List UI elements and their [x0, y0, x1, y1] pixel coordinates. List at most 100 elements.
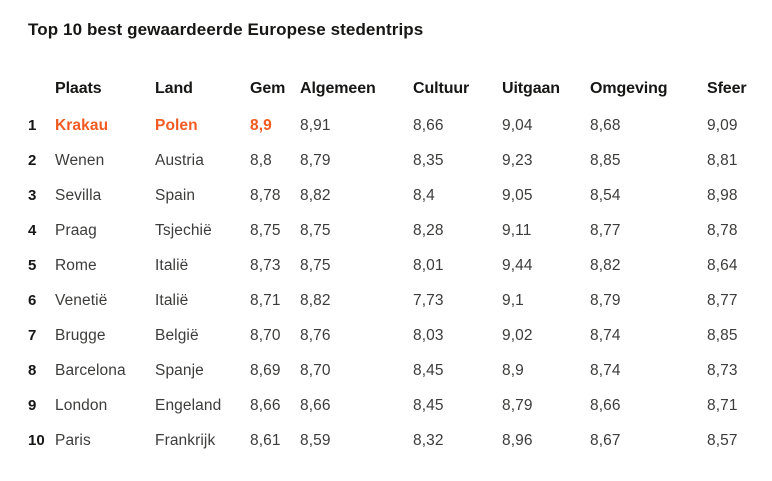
score-algemeen-cell: 8,76	[300, 326, 331, 344]
score-cultuur-cell: 8,4	[413, 186, 435, 204]
score-cultuur-cell: 8,32	[413, 431, 444, 449]
score-sfeer-cell: 8,78	[707, 221, 738, 239]
country-cell: Tsjechië	[155, 221, 212, 239]
score-cultuur-cell: 8,45	[413, 361, 444, 379]
table-row: 10 Paris Frankrijk 8,61 8,59 8,32 8,96 8…	[28, 423, 760, 458]
table-header-row: Plaats Land Gem Algemeen Cultuur Uitgaan…	[28, 66, 760, 108]
table-row: 6 Venetië Italië 8,71 8,82 7,73 9,1 8,79…	[28, 283, 760, 318]
city-cell: Wenen	[55, 151, 105, 169]
rank-cell: 8	[28, 362, 37, 379]
table-row: 8 Barcelona Spanje 8,69 8,70 8,45 8,9 8,…	[28, 353, 760, 388]
col-header-algemeen: Algemeen	[300, 80, 376, 97]
score-sfeer-cell: 8,81	[707, 151, 738, 169]
country-cell: Italië	[155, 291, 189, 309]
score-uitgaan-cell: 9,11	[502, 221, 532, 239]
score-uitgaan-cell: 9,02	[502, 326, 533, 344]
score-uitgaan-cell: 8,79	[502, 396, 533, 414]
col-header-omgeving: Omgeving	[590, 80, 668, 97]
country-cell: Austria	[155, 151, 204, 169]
country-cell: Spain	[155, 186, 196, 204]
score-cultuur-cell: 8,01	[413, 256, 444, 274]
score-sfeer-cell: 8,85	[707, 326, 738, 344]
score-sfeer-cell: 8,73	[707, 361, 738, 379]
score-omgeving-cell: 8,82	[590, 256, 621, 274]
score-algemeen-cell: 8,70	[300, 361, 331, 379]
table-body: 1 Krakau Polen 8,9 8,91 8,66 9,04 8,68 9…	[28, 108, 760, 458]
score-omgeving-cell: 8,79	[590, 291, 621, 309]
score-gem-cell: 8,8	[250, 151, 272, 169]
score-cultuur-cell: 8,45	[413, 396, 444, 414]
score-gem-cell: 8,70	[250, 326, 281, 344]
score-sfeer-cell: 8,64	[707, 256, 738, 274]
score-omgeving-cell: 8,74	[590, 326, 621, 344]
score-omgeving-cell: 8,68	[590, 116, 621, 134]
score-uitgaan-cell: 9,05	[502, 186, 533, 204]
rank-cell: 10	[28, 432, 45, 449]
rank-cell: 9	[28, 397, 37, 414]
score-algemeen-cell: 8,91	[300, 116, 331, 134]
score-algemeen-cell: 8,82	[300, 186, 331, 204]
score-algemeen-cell: 8,66	[300, 396, 331, 414]
score-algemeen-cell: 8,75	[300, 221, 331, 239]
score-gem-cell: 8,71	[250, 291, 281, 309]
city-cell: Praag	[55, 221, 97, 239]
rank-cell: 5	[28, 257, 37, 274]
table-row: 9 London Engeland 8,66 8,66 8,45 8,79 8,…	[28, 388, 760, 423]
score-omgeving-cell: 8,66	[590, 396, 621, 414]
city-cell: Krakau	[55, 116, 109, 134]
score-uitgaan-cell: 9,04	[502, 116, 533, 134]
table-row: 2 Wenen Austria 8,8 8,79 8,35 9,23 8,85 …	[28, 143, 760, 178]
score-algemeen-cell: 8,82	[300, 291, 331, 309]
score-uitgaan-cell: 8,9	[502, 361, 524, 379]
score-gem-cell: 8,9	[250, 116, 272, 134]
score-uitgaan-cell: 9,23	[502, 151, 533, 169]
score-omgeving-cell: 8,74	[590, 361, 621, 379]
col-header-plaats: Plaats	[55, 80, 102, 97]
col-header-sfeer: Sfeer	[707, 80, 747, 97]
rank-cell: 1	[28, 117, 37, 134]
score-uitgaan-cell: 8,96	[502, 431, 533, 449]
score-gem-cell: 8,69	[250, 361, 281, 379]
city-trips-ranking-table: Plaats Land Gem Algemeen Cultuur Uitgaan…	[28, 66, 760, 458]
score-algemeen-cell: 8,75	[300, 256, 331, 274]
col-header-gem: Gem	[250, 80, 286, 97]
col-header-rank	[28, 66, 55, 108]
score-gem-cell: 8,75	[250, 221, 281, 239]
country-cell: Engeland	[155, 396, 222, 414]
city-cell: London	[55, 396, 108, 414]
score-omgeving-cell: 8,85	[590, 151, 621, 169]
table-row: 4 Praag Tsjechië 8,75 8,75 8,28 9,11 8,7…	[28, 213, 760, 248]
score-cultuur-cell: 8,03	[413, 326, 444, 344]
rank-cell: 6	[28, 292, 37, 309]
country-cell: Polen	[155, 116, 198, 134]
score-omgeving-cell: 8,67	[590, 431, 621, 449]
country-cell: Spanje	[155, 361, 204, 379]
score-gem-cell: 8,78	[250, 186, 281, 204]
rank-cell: 7	[28, 327, 37, 344]
city-cell: Paris	[55, 431, 91, 449]
rank-cell: 3	[28, 187, 37, 204]
city-cell: Rome	[55, 256, 97, 274]
rank-cell: 2	[28, 152, 37, 169]
table-header: Plaats Land Gem Algemeen Cultuur Uitgaan…	[28, 66, 760, 108]
score-cultuur-cell: 7,73	[413, 291, 444, 309]
score-omgeving-cell: 8,77	[590, 221, 621, 239]
page-title: Top 10 best gewaardeerde Europese steden…	[28, 20, 424, 39]
score-uitgaan-cell: 9,44	[502, 256, 533, 274]
city-cell: Barcelona	[55, 361, 126, 379]
table-row: 5 Rome Italië 8,73 8,75 8,01 9,44 8,82 8…	[28, 248, 760, 283]
city-cell: Sevilla	[55, 186, 102, 204]
score-sfeer-cell: 8,57	[707, 431, 738, 449]
city-cell: Venetië	[55, 291, 108, 309]
col-header-land: Land	[155, 80, 193, 97]
score-sfeer-cell: 8,98	[707, 186, 738, 204]
score-cultuur-cell: 8,35	[413, 151, 444, 169]
table-row: 7 Brugge België 8,70 8,76 8,03 9,02 8,74…	[28, 318, 760, 353]
score-uitgaan-cell: 9,1	[502, 291, 524, 309]
score-algemeen-cell: 8,79	[300, 151, 331, 169]
table-row: 1 Krakau Polen 8,9 8,91 8,66 9,04 8,68 9…	[28, 108, 760, 143]
score-omgeving-cell: 8,54	[590, 186, 621, 204]
score-sfeer-cell: 8,77	[707, 291, 738, 309]
score-gem-cell: 8,66	[250, 396, 281, 414]
table-row: 3 Sevilla Spain 8,78 8,82 8,4 9,05 8,54 …	[28, 178, 760, 213]
